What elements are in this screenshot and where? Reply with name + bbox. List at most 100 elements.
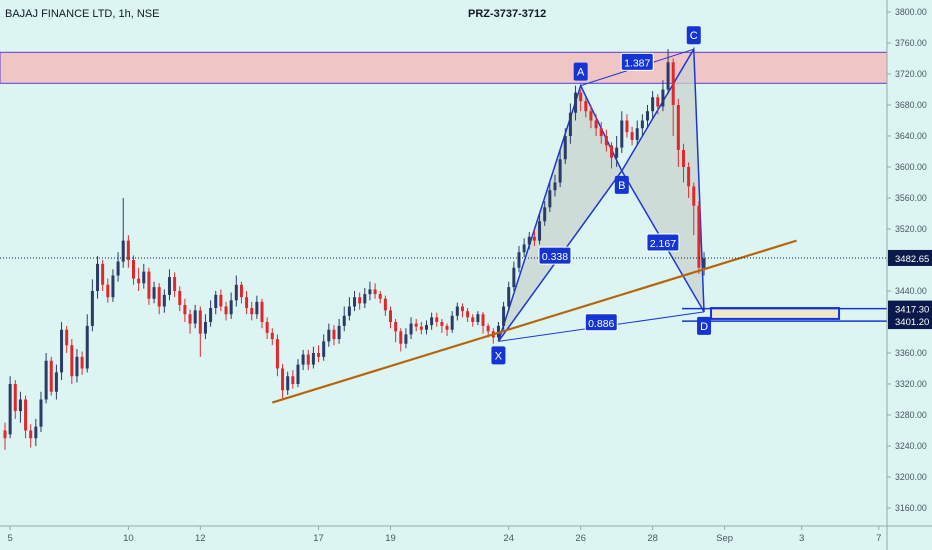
candle-body (306, 354, 310, 365)
candle (373, 283, 377, 299)
candle (574, 85, 578, 121)
candle-body (671, 62, 675, 105)
time-tick-label: 17 (313, 533, 324, 544)
candle-body (281, 368, 285, 391)
candle-body (39, 399, 43, 427)
candle-body (188, 314, 192, 324)
candle-body (132, 260, 135, 279)
candle (687, 162, 691, 198)
candle-body (507, 287, 511, 307)
candle-body (270, 332, 274, 340)
candle-body (440, 322, 444, 326)
resistance-zone (0, 51, 888, 84)
level-badge-1-bg (888, 300, 932, 317)
candle-body (389, 310, 392, 322)
candle-body (101, 263, 105, 285)
candle-body (656, 97, 660, 107)
candle (363, 287, 367, 309)
candle (317, 345, 321, 363)
candle-body (332, 329, 336, 340)
point-label-bg (573, 62, 588, 81)
candle-body (214, 294, 218, 309)
price-tick-label: 3600.00 (895, 162, 927, 172)
candle (378, 291, 382, 304)
candle (224, 301, 228, 321)
candle (162, 289, 166, 313)
candle-body (327, 329, 331, 342)
candle (522, 238, 526, 257)
candle (311, 346, 315, 369)
candle-body (697, 205, 701, 268)
candle-body (219, 294, 223, 307)
ratio-label: 2.167 (646, 233, 680, 252)
candle (538, 213, 542, 245)
candle (347, 297, 351, 321)
candle (142, 263, 146, 289)
candle (219, 289, 223, 312)
symbol-title: BAJAJ FINANCE LTD, 1h, NSE (5, 8, 160, 20)
point-label: D (697, 316, 712, 335)
candle (543, 201, 547, 226)
candle (394, 318, 398, 343)
candle-body (512, 267, 516, 288)
candle-body (610, 145, 614, 158)
trendline[interactable] (271, 239, 797, 404)
candle (106, 278, 110, 303)
point-label-text: C (690, 30, 698, 42)
candle-body (347, 306, 351, 316)
candle-body (317, 353, 321, 357)
time-tick-label: 5 (7, 533, 12, 544)
ratio-label-text: 0.338 (542, 251, 568, 263)
candle-body (342, 315, 346, 326)
ratio-label: 0.338 (538, 246, 572, 265)
time-tick-label: 26 (575, 533, 586, 544)
candle (625, 114, 629, 138)
price-tick-label: 3800.00 (895, 7, 927, 17)
candle-body (167, 277, 171, 295)
candle (409, 317, 413, 340)
candle-body (553, 182, 557, 191)
candle-body (126, 240, 130, 260)
candle (661, 80, 665, 112)
candle-body (34, 426, 38, 439)
candle (646, 105, 649, 129)
candle (517, 246, 521, 273)
candle (229, 292, 233, 319)
candle-body (640, 120, 644, 129)
candle-body (502, 306, 506, 326)
candle-body (604, 136, 608, 146)
candle-body (383, 298, 387, 311)
candle (450, 311, 454, 333)
candle (96, 256, 100, 299)
candle-body (260, 301, 264, 322)
candle (512, 261, 516, 291)
candle-body (589, 111, 593, 121)
candle (250, 301, 254, 321)
point-label-bg (697, 316, 712, 335)
candle-body (178, 291, 182, 305)
candle (358, 292, 362, 310)
candle (666, 49, 670, 95)
candle-body (522, 244, 526, 253)
candle-body (13, 384, 17, 412)
point-label: C (686, 26, 701, 45)
candle (322, 334, 326, 361)
candle-body (630, 132, 634, 140)
candle-body (49, 360, 53, 392)
candle-body (275, 339, 279, 369)
candle (558, 149, 562, 188)
candle (692, 182, 696, 236)
candle-body (466, 311, 470, 318)
candle-body (666, 62, 670, 90)
candle-body (558, 159, 562, 183)
time-tick-label: 3 (799, 533, 804, 544)
price-tick-label: 3520.00 (895, 224, 927, 234)
candle-body (106, 284, 110, 298)
candle (198, 306, 202, 357)
candle (34, 418, 38, 446)
candle (455, 302, 459, 321)
candle-body (358, 297, 362, 304)
